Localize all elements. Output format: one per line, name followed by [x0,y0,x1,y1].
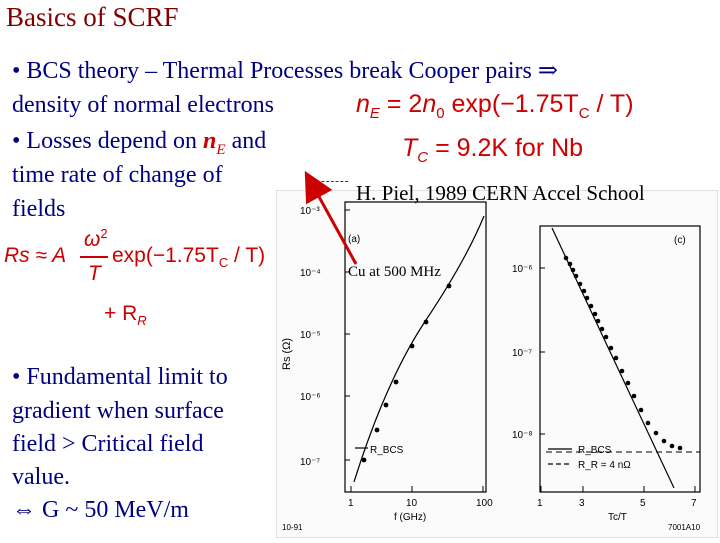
bullet-losses-line1: • Losses depend on nE and [12,128,267,158]
formula-tc: TC = 9.2K for Nb [402,134,584,166]
bullet-losses-line3: fields [12,196,66,222]
cu-label: Cu at 500 MHz [348,264,441,280]
panel-c-xtick: 5 [640,498,646,509]
formula-ne: nE = 2n0 exp(−1.75TC / T) [356,90,634,122]
bullet-limit-line3: field > Critical field [12,431,204,457]
data-point [669,443,675,449]
data-point [653,430,659,436]
panel-a-xtick: 10 [406,498,418,509]
rs-plot-figure: 10⁻³ 10⁻⁴ 10⁻⁵ 10⁻⁶ 10⁻⁷ 1 10 100 f (GHz… [275,189,719,539]
bullet-bcs-line2: density of normal electrons [12,92,274,118]
plot-frame [275,189,719,539]
bullet-losses-line2: time rate of change of [12,162,223,188]
panel-c: 10⁻⁶ 10⁻⁷ 10⁻⁸ 1 3 5 7 Tc/T (c) R_BCS R_… [512,225,701,523]
fraction-bar [80,256,108,258]
panel-a-axes [344,201,487,493]
panel-a-ytick: 10⁻³ [300,206,320,217]
data-point [588,303,594,309]
data-point [608,345,614,351]
data-point [613,355,619,361]
panel-c-label: (c) [674,235,686,246]
data-point [409,343,415,349]
data-point [603,334,609,340]
data-point [374,427,380,433]
panel-a-xtick: 1 [348,498,354,509]
panel-a-label: (a) [348,234,360,245]
data-point [581,288,587,294]
data-point [383,402,389,408]
plot-footer-right: 7001A10 [668,523,701,532]
formula-rs: Rs ≈ A ω2 T exp(−1.75TC / T) + RR [4,226,266,329]
data-point [661,438,667,444]
plot-svg: 10⁻³ 10⁻⁴ 10⁻⁵ 10⁻⁶ 10⁻⁷ 1 10 100 f (GHz… [275,189,719,539]
panel-a-ytick: 10⁻⁵ [300,330,321,341]
data-point [625,380,631,386]
panel-a-rbcs-curve [353,215,485,483]
data-point [570,267,576,273]
data-point [567,261,573,267]
bullet-limit-line2: gradient when surface [12,398,224,424]
panel-a-ytick: 10⁻⁶ [300,392,321,403]
panel-c-xtick: 1 [537,498,543,509]
plot-footer-left: 10-91 [282,523,303,532]
data-point [573,273,579,279]
bullet-bcs-line1: • BCS theory – Thermal Processes break C… [12,58,558,84]
annotation-arrow [304,170,358,265]
panel-a: 10⁻³ 10⁻⁴ 10⁻⁵ 10⁻⁶ 10⁻⁷ 1 10 100 f (GHz… [281,201,493,523]
bullet-limit-line5: ⇔ G ~ 50 MeV/m [12,497,189,523]
panel-a-xtick: 100 [476,498,493,509]
data-point [584,295,590,301]
panel-a-ylabel: Rs (Ω) [281,338,293,370]
bullet-limit-line4: value. [12,464,70,490]
data-point [446,283,452,289]
data-point [592,311,598,317]
data-point [631,393,637,399]
panel-c-legend-rr: R_R = 4 nΩ [578,460,631,471]
data-point [423,319,429,325]
panel-a-ytick: 10⁻⁴ [300,268,321,279]
data-point [393,379,399,385]
panel-a-ytick: 10⁻⁷ [300,457,320,468]
panel-c-legend-bcs: R_BCS [578,445,612,456]
panel-a-xlabel: f (GHz) [394,512,426,523]
data-point [645,420,651,426]
panel-c-ytick: 10⁻⁶ [512,264,533,275]
data-point [563,255,569,261]
data-point [599,326,605,332]
data-point [619,368,625,374]
bullet-limit-line1: • Fundamental limit to [12,364,228,390]
data-point [638,407,644,413]
panel-c-ytick: 10⁻⁷ [512,348,532,359]
data-point [577,281,583,287]
slide-title: Basics of SCRF [6,2,179,32]
citation-label: H. Piel, 1989 CERN Accel School [356,181,645,205]
data-point [595,318,601,324]
panel-c-xtick: 7 [691,498,697,509]
panel-a-legend: R_BCS [370,445,404,456]
data-point [361,457,367,463]
panel-c-axes [539,225,701,493]
data-point [677,445,683,451]
panel-c-xtick: 3 [579,498,585,509]
panel-c-xlabel: Tc/T [608,512,627,523]
panel-c-ytick: 10⁻⁸ [512,430,533,441]
